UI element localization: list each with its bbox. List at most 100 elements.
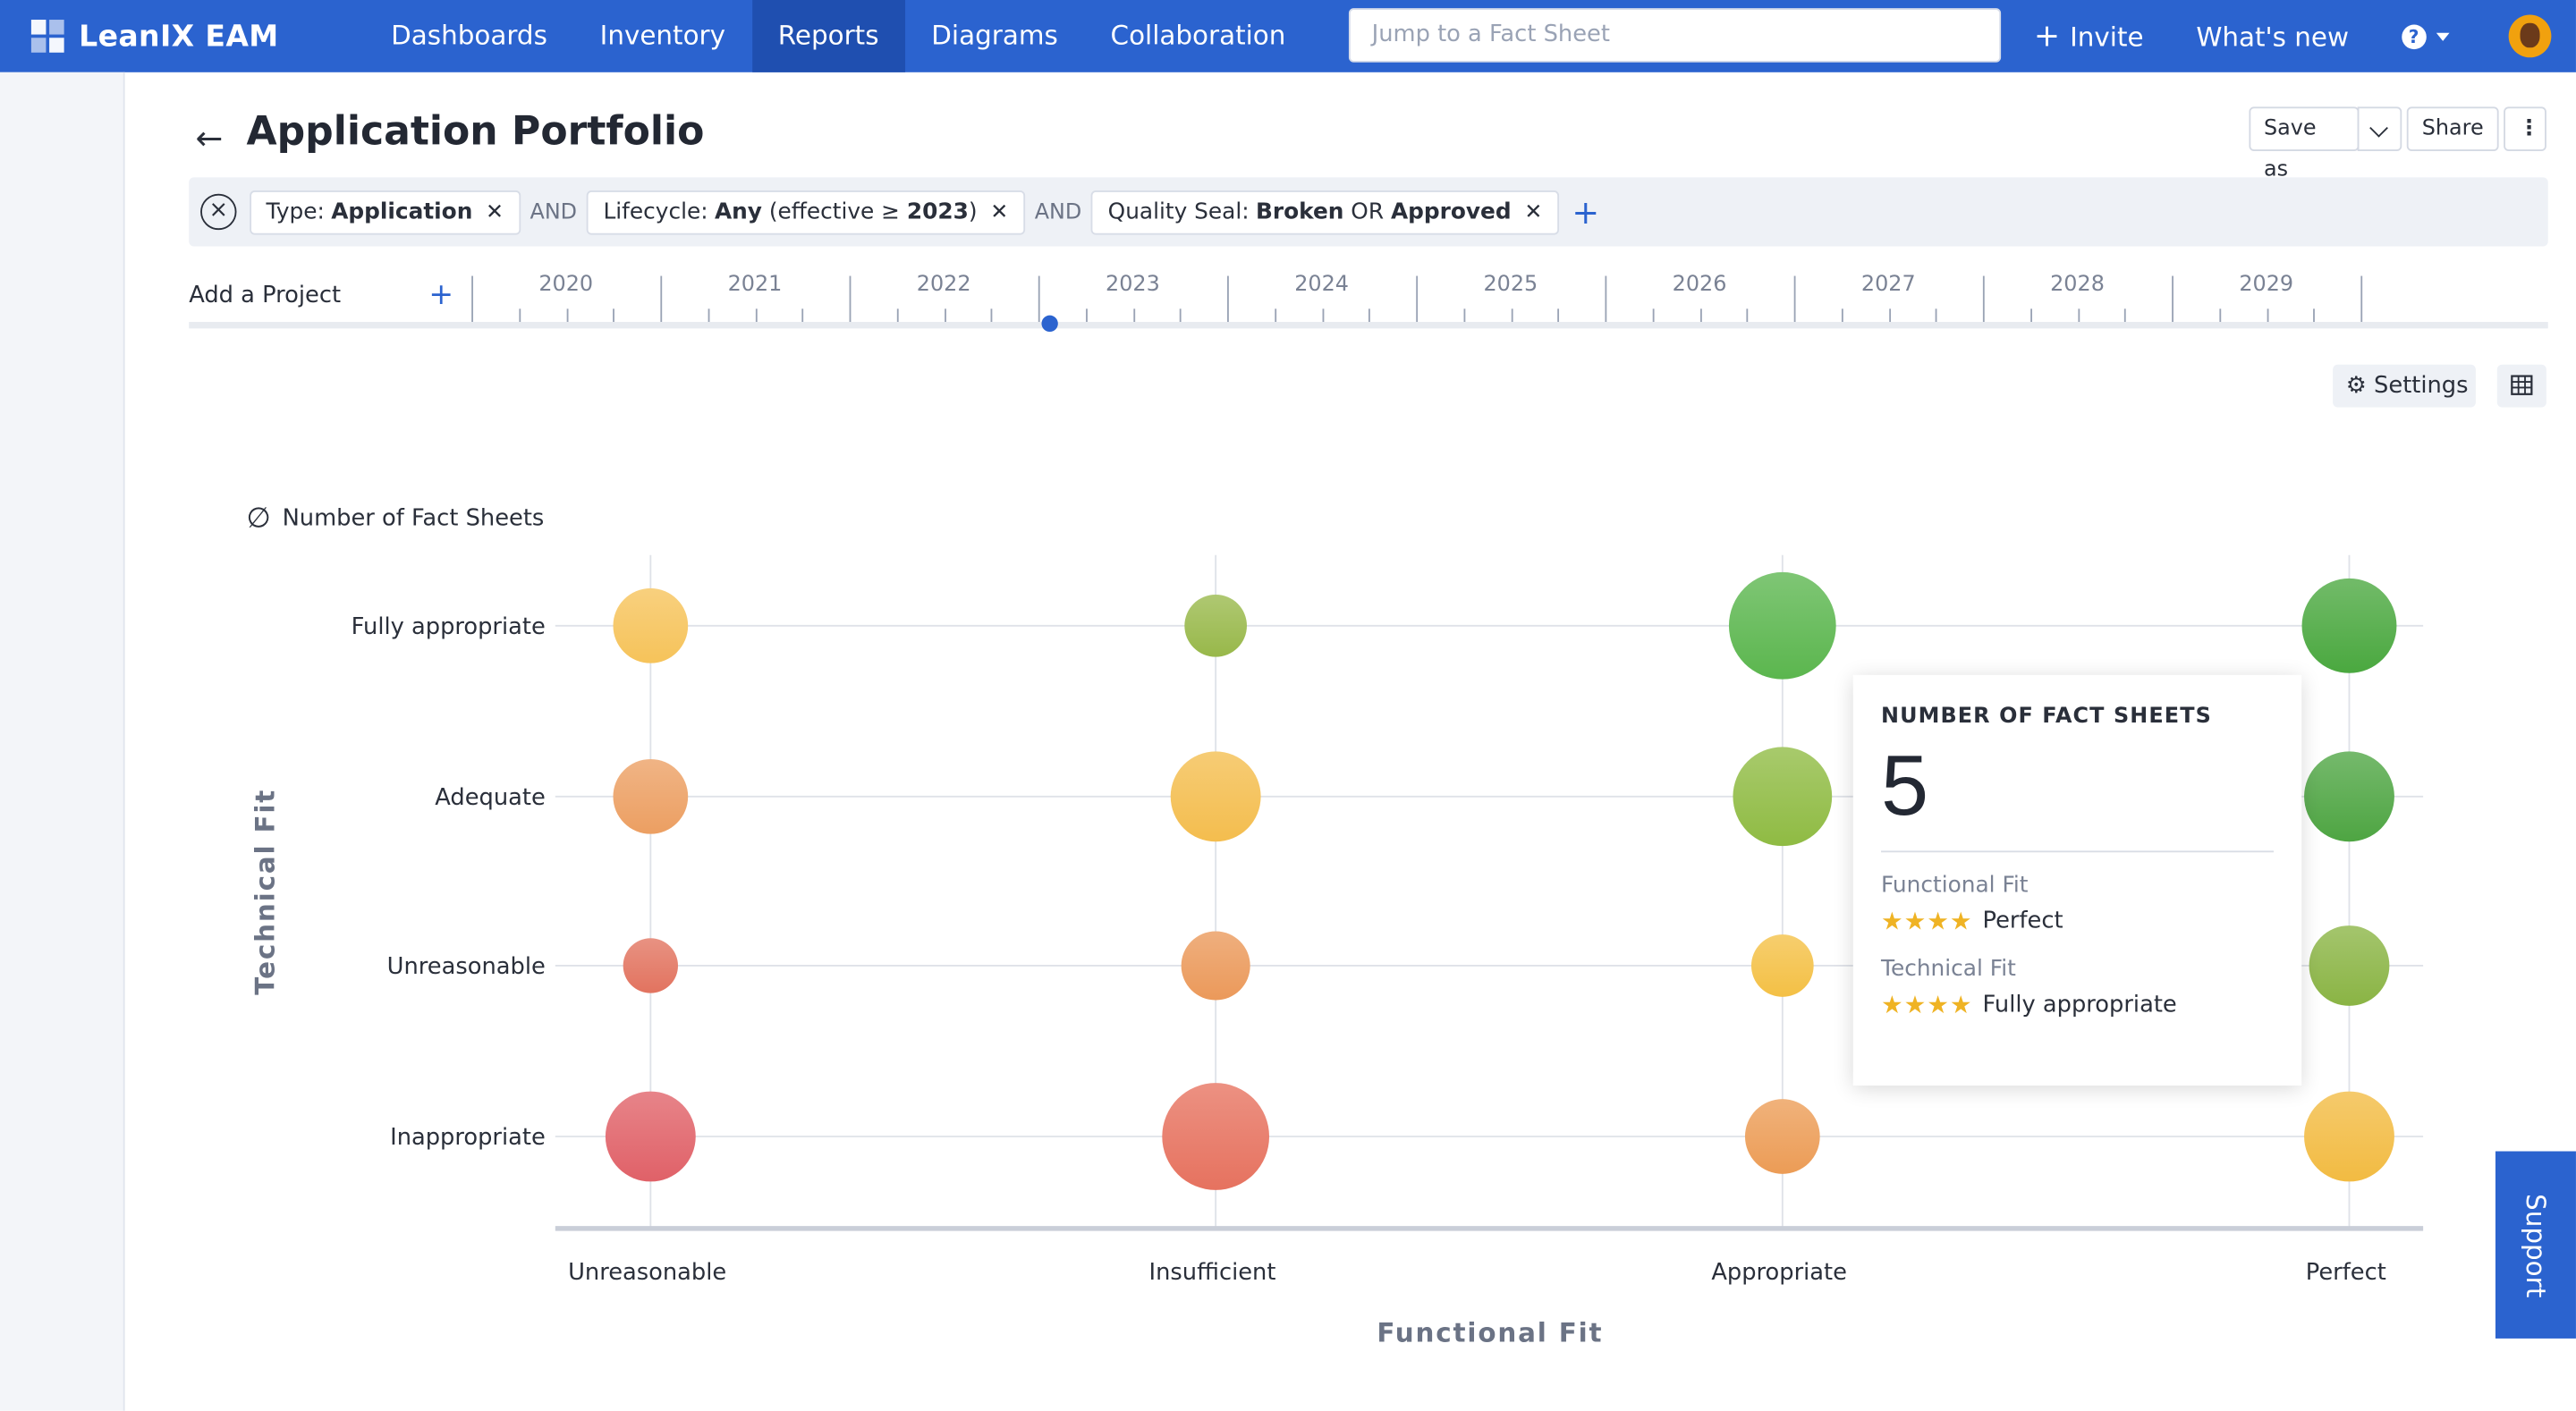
timeline-year-label: 2022 (916, 272, 971, 298)
invite-button[interactable]: + Invite (2034, 18, 2144, 54)
bubble[interactable] (605, 1091, 696, 1182)
timeline-handle[interactable] (1041, 315, 1058, 333)
gear-icon: ⚙ (2345, 372, 2367, 400)
timeline-quarter-tick (1132, 308, 1135, 322)
filter-joiner: AND (530, 199, 578, 224)
timeline-quarter-tick (1368, 308, 1371, 322)
remove-filter-icon[interactable]: ✕ (990, 199, 1009, 224)
timeline-quarter-tick (1510, 308, 1513, 322)
save-options-dropdown[interactable] (2357, 106, 2402, 151)
bubble[interactable] (1184, 594, 1248, 657)
filter-chip-key: Type: (266, 198, 325, 224)
fact-sheet-search-input[interactable]: Jump to a Fact Sheet (1348, 8, 2002, 63)
whats-new-link[interactable]: What's new (2196, 20, 2350, 52)
timeline-quarter-tick (1888, 308, 1891, 322)
filter-chip-suffix-end: ) (968, 198, 978, 224)
timeline-quarter-tick (1699, 308, 1701, 322)
bubble[interactable] (2301, 578, 2397, 673)
timeline-quarter-tick (1936, 308, 1937, 322)
tooltip-functional-value: Perfect (1982, 908, 2063, 935)
bubble[interactable] (1162, 1083, 1270, 1190)
filter-chip-value: Application (331, 198, 473, 224)
timeline-quarter-tick (1841, 308, 1843, 322)
timeline-quarter-tick (708, 308, 709, 322)
bubble[interactable] (2304, 1091, 2394, 1182)
help-menu-button[interactable]: ? (2401, 23, 2450, 49)
support-label: Support (2520, 1193, 2552, 1297)
user-menu-button[interactable] (2508, 14, 2551, 58)
top-nav-bar: LeanIX EAM Dashboards Inventory Reports Dia… (0, 0, 2576, 72)
filter-chip-value: Any (714, 198, 762, 224)
timeline-quarter-tick (2029, 308, 2032, 322)
timeline-quarter-tick (2313, 308, 2316, 322)
tooltip-value: 5 (1881, 739, 1929, 835)
empty-set-icon: ∅ (246, 503, 271, 536)
y-tick-label: Unreasonable (387, 953, 546, 980)
bubble[interactable] (1744, 1099, 1820, 1174)
avatar (2508, 14, 2551, 58)
timeline-year-label: 2025 (1483, 272, 1538, 298)
bubble[interactable] (613, 587, 689, 663)
timeline-quarter-tick (1652, 308, 1655, 322)
bubble[interactable] (613, 758, 689, 834)
timeline-quarter-tick (2218, 308, 2221, 322)
filter-chip[interactable]: Lifecycle: Any (effective ≥ 2023) ✕ (587, 190, 1025, 234)
settings-button[interactable]: ⚙ Settings (2333, 364, 2476, 408)
table-view-button[interactable] (2496, 364, 2546, 408)
chart-legend: ∅ Number of Fact Sheets (247, 503, 545, 536)
tooltip-functional-row: ★★★★ Perfect (1881, 907, 2274, 936)
bubble[interactable] (1733, 747, 1833, 847)
bubble[interactable] (1170, 751, 1261, 842)
clear-filters-icon[interactable]: × (200, 193, 237, 231)
x-axis-title: Functional Fit (1377, 1318, 1603, 1348)
add-filter-plus-icon[interactable]: + (1572, 191, 1600, 232)
timeline-quarter-tick (1085, 308, 1088, 322)
add-project-label[interactable]: Add a Project (189, 282, 342, 309)
star-rating-icon: ★★★★ (1881, 906, 1973, 936)
nav-item-dashboards[interactable]: Dashboards (391, 20, 547, 51)
star-rating-icon: ★★★★ (1881, 990, 1973, 1020)
timeline-quarter-tick (1557, 308, 1560, 322)
timeline-year-label: 2027 (1860, 272, 1916, 298)
filter-chip-suffix-value: 2023 (906, 198, 969, 224)
x-tick-label: Appropriate (1711, 1259, 1847, 1286)
timeline-quarter-tick (944, 308, 946, 322)
tooltip-technical-value: Fully appropriate (1982, 992, 2177, 1018)
timeline-quarter-tick (896, 308, 899, 322)
timeline-quarter-tick (2124, 308, 2127, 322)
bubble[interactable] (1181, 931, 1250, 1001)
bubble[interactable] (2309, 925, 2390, 1006)
bubble[interactable] (2304, 751, 2394, 842)
filter-chip-suffix: OR (1343, 198, 1391, 224)
timeline-year-tick (1416, 275, 1419, 322)
y-tick-label: Fully appropriate (352, 613, 546, 640)
remove-filter-icon[interactable]: ✕ (486, 199, 504, 224)
filter-chip[interactable]: Quality Seal: Broken OR Approved ✕ (1091, 190, 1559, 234)
bubble[interactable] (1728, 571, 1836, 680)
bubble[interactable] (623, 938, 679, 993)
bubble[interactable] (1750, 934, 1814, 997)
x-tick-label: Insufficient (1149, 1259, 1276, 1286)
timeline-year-tick (1793, 275, 1796, 322)
back-arrow-icon[interactable]: ← (195, 118, 224, 158)
timeline-year-tick (1227, 275, 1229, 322)
timeline-year-label: 2023 (1106, 272, 1160, 298)
remove-filter-icon[interactable]: ✕ (1524, 199, 1543, 224)
timeline-quarter-tick (801, 308, 804, 322)
filter-chip-value: Broken (1255, 198, 1344, 224)
timeline-year-label: 2021 (727, 272, 783, 298)
app-logo[interactable]: LeanIX EAM (0, 18, 328, 54)
timeline-slider[interactable]: 2020 2021 2022 2023 2024 2025 2026 2027 2028 2029 (189, 263, 2548, 333)
timeline-quarter-tick (1321, 308, 1324, 322)
add-project-plus-icon[interactable]: + (428, 277, 454, 312)
nav-item-diagrams[interactable]: Diagrams (931, 20, 1058, 51)
timeline-year-label: 2020 (538, 272, 594, 298)
nav-item-collaboration[interactable]: Collaboration (1110, 20, 1286, 51)
support-tab[interactable]: Support (2495, 1151, 2576, 1339)
nav-item-inventory[interactable]: Inventory (599, 20, 726, 51)
filter-chip[interactable]: Type: Application ✕ (250, 190, 521, 234)
more-options-button[interactable]: ⋮ (2504, 106, 2546, 151)
nav-item-reports[interactable]: Reports (751, 0, 905, 72)
share-button[interactable]: Share (2406, 106, 2499, 151)
